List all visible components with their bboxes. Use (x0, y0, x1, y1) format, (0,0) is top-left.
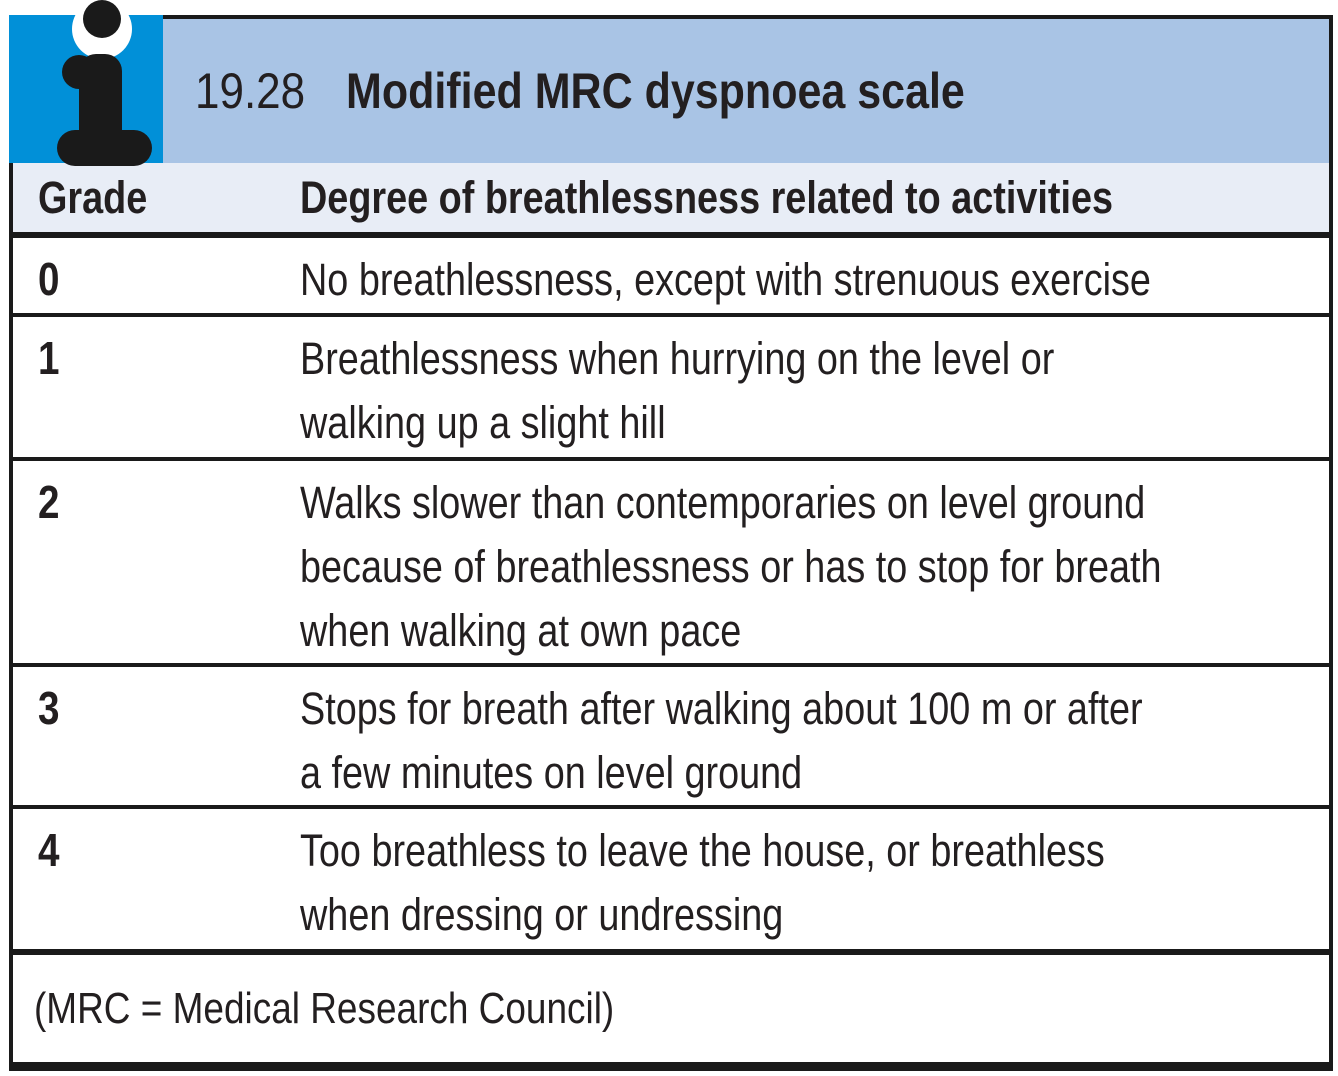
description-cell: Too breathless to leave the house, or br… (275, 809, 1329, 949)
grade-cell: 1 (13, 317, 275, 457)
grade-value: 1 (38, 332, 60, 384)
table-row: 0 No breathlessness, except with strenuo… (13, 238, 1329, 317)
description-text: Walks slower than contemporaries on leve… (300, 477, 1162, 656)
figure-panel: 19.28 Modified MRC dyspnoea scale Grade … (9, 0, 1333, 1071)
description-cell: Stops for breath after walking about 100… (275, 667, 1329, 805)
figure-title-text: Modified MRC dyspnoea scale (346, 63, 965, 119)
table-row: 3 Stops for breath after walking about 1… (13, 667, 1329, 809)
grade-value: 0 (38, 253, 60, 305)
description-cell: Breathlessness when hurrying on the leve… (275, 317, 1329, 457)
header-cell-grade: Grade (13, 166, 275, 230)
table-row: 1 Breathlessness when hurrying on the le… (13, 317, 1329, 461)
grade-cell: 0 (13, 238, 275, 313)
title-band: 19.28 Modified MRC dyspnoea scale (9, 0, 1329, 166)
header-description-label: Degree of breathlessness related to acti… (300, 171, 1114, 223)
header-grade-label: Grade (38, 171, 148, 223)
description-text: Breathlessness when hurrying on the leve… (300, 333, 1055, 448)
table-header-row: Grade Degree of breathlessness related t… (13, 163, 1329, 238)
grade-value: 3 (38, 682, 60, 734)
footnote-row: (MRC = Medical Research Council) (13, 955, 1329, 1062)
description-cell: No breathlessness, except with strenuous… (275, 238, 1329, 313)
figure-number: 19.28 (195, 63, 306, 119)
grade-cell: 4 (13, 809, 275, 949)
description-text: Stops for breath after walking about 100… (300, 683, 1143, 798)
table-row: 2 Walks slower than contemporaries on le… (13, 461, 1329, 667)
grade-value: 4 (38, 824, 60, 876)
header-cell-description: Degree of breathlessness related to acti… (275, 166, 1329, 230)
description-text: Too breathless to leave the house, or br… (300, 825, 1105, 940)
table-row: 4 Too breathless to leave the house, or … (13, 809, 1329, 955)
footnote-text: (MRC = Medical Research Council) (34, 983, 615, 1033)
description-text: No breathlessness, except with strenuous… (300, 254, 1151, 305)
info-icon (57, 0, 152, 166)
grade-cell: 3 (13, 667, 275, 805)
description-cell: Walks slower than contemporaries on leve… (275, 461, 1329, 663)
grade-value: 2 (38, 476, 60, 528)
grade-cell: 2 (13, 461, 275, 663)
figure-title: 19.28 Modified MRC dyspnoea scale (195, 62, 1066, 120)
